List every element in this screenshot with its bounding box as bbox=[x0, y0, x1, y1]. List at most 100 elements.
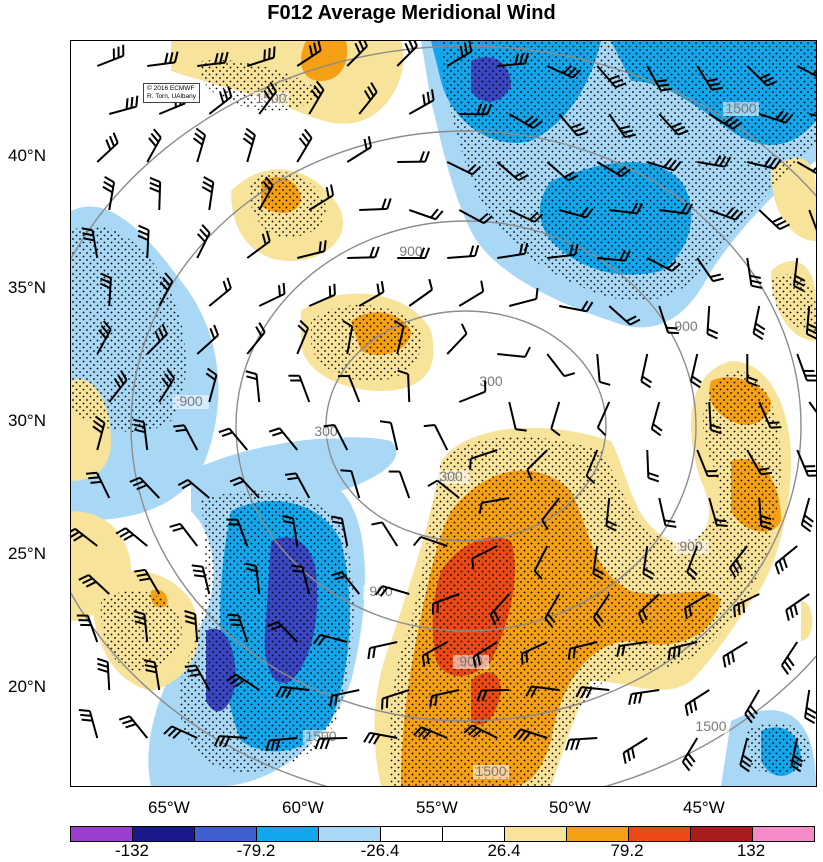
wind-barb-flag bbox=[570, 123, 582, 129]
colorbar-tick-neg-132: -132 bbox=[114, 841, 150, 860]
wind-barb-flag bbox=[719, 155, 727, 167]
wind-barb-flag bbox=[478, 212, 489, 222]
wind-barb-staff bbox=[481, 497, 510, 504]
wind-barb-flag bbox=[723, 116, 734, 125]
wind-barb-flag bbox=[413, 41, 418, 47]
wind-barb-flag bbox=[328, 285, 332, 297]
wind-barb-flag bbox=[379, 586, 389, 597]
wind-barb-flag bbox=[174, 51, 179, 63]
wind-barb-flag bbox=[219, 92, 225, 104]
wind-barb-flag bbox=[636, 203, 644, 214]
wind-barb-flag bbox=[157, 327, 165, 339]
wind-barb-flag bbox=[782, 557, 788, 569]
wind-barb-flag bbox=[139, 577, 151, 582]
wind-barb-flag bbox=[472, 656, 477, 668]
wind-barb-flag bbox=[512, 728, 522, 739]
wind-barb-flag bbox=[184, 615, 196, 621]
wind-barb-flag bbox=[213, 324, 220, 336]
wind-barb-staff bbox=[533, 545, 549, 572]
wind-barb-flag bbox=[118, 715, 130, 721]
wind-barb-flag bbox=[806, 332, 816, 340]
colorbar-segment-1 bbox=[133, 827, 195, 841]
wind-barb-flag bbox=[334, 575, 346, 581]
wind-barb-flag bbox=[615, 82, 627, 89]
wind-barb-flag bbox=[547, 613, 556, 624]
colorbar-segment-2 bbox=[195, 827, 257, 841]
wind-barb-flag bbox=[419, 151, 425, 163]
wind-barb-flag bbox=[807, 322, 816, 329]
wind-barb-flag bbox=[763, 156, 772, 167]
wind-barb-flag bbox=[515, 428, 527, 432]
wind-barb-flag bbox=[768, 157, 777, 168]
wind-barb-flag bbox=[169, 522, 181, 528]
wind-barb-flag bbox=[651, 428, 662, 437]
wind-barb-flag bbox=[100, 277, 112, 284]
wind-barb-flag bbox=[468, 41, 473, 52]
wind-barb-flag bbox=[134, 428, 146, 434]
contour-label: 900 bbox=[674, 318, 698, 334]
wind-barb-flag bbox=[218, 736, 226, 747]
wind-barb-flag bbox=[421, 655, 426, 667]
wind-barb-flag bbox=[113, 377, 122, 389]
wind-barb-flag bbox=[282, 282, 286, 294]
wind-barb-flag bbox=[137, 234, 149, 242]
wind-barb-flag bbox=[483, 215, 493, 225]
wind-barb-flag bbox=[282, 514, 294, 520]
wind-barb-flag bbox=[575, 738, 581, 750]
wind-barb-flag bbox=[573, 127, 585, 133]
wind-barb-flag bbox=[102, 320, 112, 331]
wind-barb-flag bbox=[686, 571, 697, 581]
wind-barb-flag bbox=[244, 132, 255, 141]
wind-barb-flag bbox=[532, 120, 543, 129]
wind-barb-flag bbox=[90, 480, 102, 484]
wind-barb-flag bbox=[734, 210, 744, 221]
wind-barb-flag bbox=[616, 645, 621, 657]
wind-barb-flag bbox=[195, 127, 206, 136]
wind-barb-flag bbox=[585, 687, 593, 699]
wind-barb-flag bbox=[611, 78, 623, 85]
wind-barb-staff bbox=[541, 497, 561, 521]
wind-barb-flag bbox=[97, 662, 109, 669]
lat-label-25n: 25°N bbox=[8, 544, 46, 563]
wind-barb-flag bbox=[631, 202, 639, 214]
wind-barb-flag bbox=[580, 300, 589, 311]
wind-barb-flag bbox=[628, 693, 633, 705]
wind-barb-flag bbox=[726, 653, 731, 665]
wind-barb-flag bbox=[226, 277, 232, 289]
wind-barb-flag bbox=[102, 185, 113, 194]
wind-barb-flag bbox=[206, 367, 218, 376]
wind-barb-flag bbox=[749, 704, 758, 715]
wind-barb-staff bbox=[420, 536, 448, 547]
wind-barb-flag bbox=[313, 85, 322, 95]
wind-barb-flag bbox=[369, 246, 375, 258]
wind-barb-flag bbox=[417, 728, 427, 738]
wind-barb-flag bbox=[641, 609, 648, 621]
wind-barb-flag bbox=[544, 617, 554, 628]
wind-barb-staff bbox=[546, 353, 566, 377]
wind-barb-flag bbox=[667, 648, 672, 660]
wind-barb-flag bbox=[245, 567, 257, 573]
wind-barb-flag bbox=[707, 328, 719, 335]
wind-barb-flag bbox=[670, 122, 682, 129]
wind-barb-staff bbox=[396, 326, 405, 355]
wind-barb-flag bbox=[690, 380, 701, 389]
wind-barb-flag bbox=[319, 738, 326, 750]
contour-label: 900 bbox=[679, 538, 703, 554]
wind-barb-flag bbox=[317, 635, 326, 646]
wind-barb-flag bbox=[137, 229, 149, 236]
wind-barb-flag bbox=[132, 418, 145, 424]
wind-barb-flag bbox=[380, 281, 385, 293]
wind-barb-flag bbox=[219, 52, 224, 64]
wind-barb-flag bbox=[688, 566, 698, 576]
wind-barb-flag bbox=[779, 223, 790, 231]
wind-barb-flag bbox=[677, 129, 689, 136]
wind-barb-flag bbox=[423, 423, 435, 428]
wind-barb-flag bbox=[575, 686, 583, 698]
wind-barb-flag bbox=[658, 83, 670, 88]
wind-barb-flag bbox=[82, 232, 94, 237]
wind-barb-flag bbox=[334, 694, 338, 706]
contour-label: 300 bbox=[314, 423, 338, 439]
wind-barb-flag bbox=[149, 181, 161, 188]
wind-barb-flag bbox=[523, 242, 529, 254]
wind-barb-flag bbox=[161, 377, 170, 388]
